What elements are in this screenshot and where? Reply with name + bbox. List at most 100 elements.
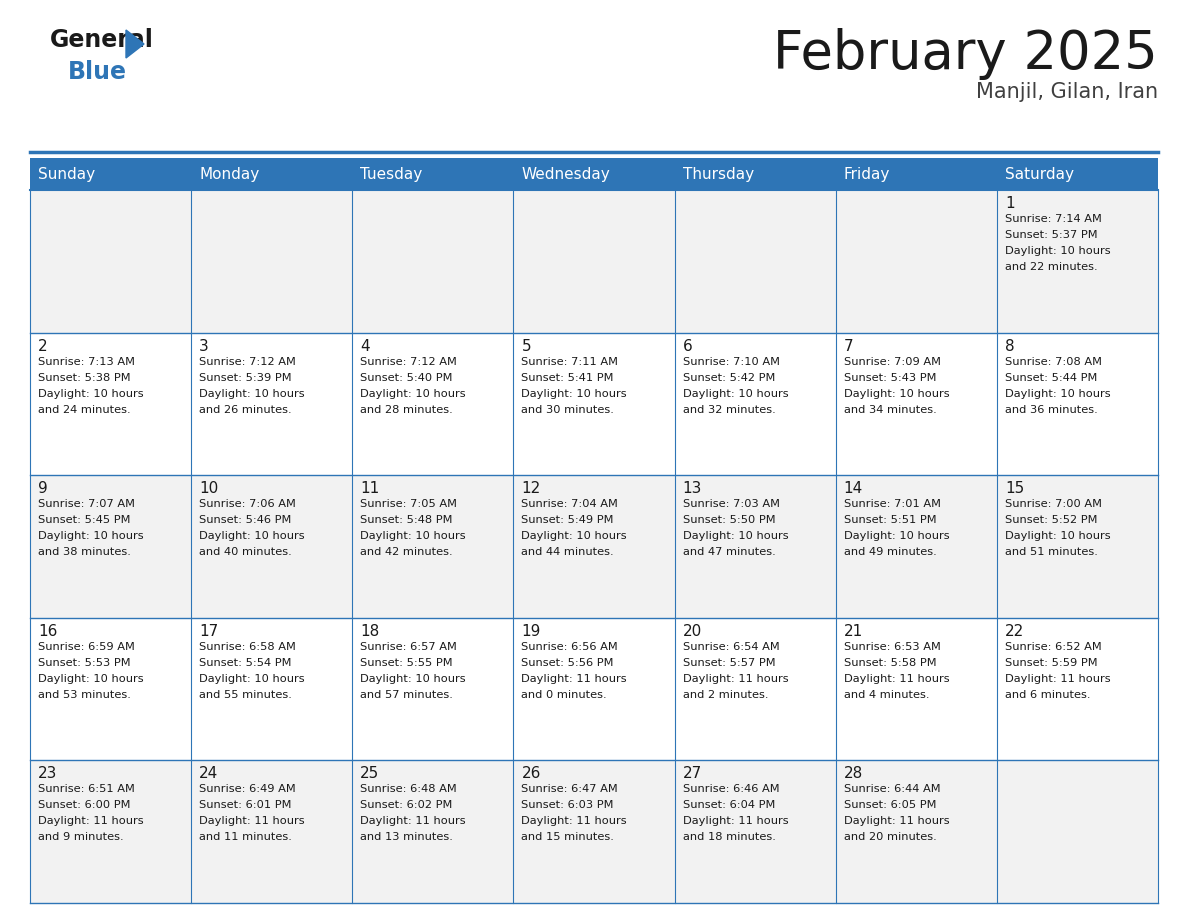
Text: 10: 10 (200, 481, 219, 497)
Bar (997, 618, 1158, 760)
Text: Sunrise: 6:47 AM: Sunrise: 6:47 AM (522, 784, 618, 794)
Polygon shape (126, 30, 144, 58)
Bar (30, 332, 191, 476)
Text: Sunrise: 7:07 AM: Sunrise: 7:07 AM (38, 499, 135, 509)
Text: and 34 minutes.: and 34 minutes. (843, 405, 936, 415)
Text: Sunrise: 7:04 AM: Sunrise: 7:04 AM (522, 499, 618, 509)
Bar (513, 158, 675, 190)
Bar (191, 476, 353, 618)
Text: and 32 minutes.: and 32 minutes. (683, 405, 776, 415)
Text: Sunrise: 6:56 AM: Sunrise: 6:56 AM (522, 642, 618, 652)
Text: Sunset: 6:03 PM: Sunset: 6:03 PM (522, 800, 614, 811)
Text: Sunrise: 6:44 AM: Sunrise: 6:44 AM (843, 784, 941, 794)
Bar (997, 332, 1158, 476)
Text: Daylight: 10 hours: Daylight: 10 hours (38, 532, 144, 542)
Text: Sunset: 6:04 PM: Sunset: 6:04 PM (683, 800, 775, 811)
Text: and 30 minutes.: and 30 minutes. (522, 405, 614, 415)
Text: and 15 minutes.: and 15 minutes. (522, 833, 614, 843)
Text: Sunset: 5:50 PM: Sunset: 5:50 PM (683, 515, 776, 525)
Bar (675, 476, 835, 618)
Text: Daylight: 10 hours: Daylight: 10 hours (1005, 246, 1111, 256)
Text: Sunrise: 7:03 AM: Sunrise: 7:03 AM (683, 499, 779, 509)
Text: 4: 4 (360, 339, 369, 353)
Text: Sunset: 6:00 PM: Sunset: 6:00 PM (38, 800, 131, 811)
Text: 21: 21 (843, 624, 862, 639)
Text: Sunset: 5:38 PM: Sunset: 5:38 PM (38, 373, 131, 383)
Text: Daylight: 11 hours: Daylight: 11 hours (522, 674, 627, 684)
Text: Sunset: 5:44 PM: Sunset: 5:44 PM (1005, 373, 1098, 383)
Text: Thursday: Thursday (683, 166, 753, 182)
Text: Sunset: 6:01 PM: Sunset: 6:01 PM (200, 800, 291, 811)
Text: 24: 24 (200, 767, 219, 781)
Text: Daylight: 10 hours: Daylight: 10 hours (200, 674, 305, 684)
Text: Sunrise: 6:51 AM: Sunrise: 6:51 AM (38, 784, 135, 794)
Text: Sunrise: 7:01 AM: Sunrise: 7:01 AM (843, 499, 941, 509)
Text: Sunrise: 6:52 AM: Sunrise: 6:52 AM (1005, 642, 1101, 652)
Text: Sunset: 5:46 PM: Sunset: 5:46 PM (200, 515, 291, 525)
Bar (353, 476, 513, 618)
Text: 3: 3 (200, 339, 209, 353)
Text: 7: 7 (843, 339, 853, 353)
Text: Wednesday: Wednesday (522, 166, 611, 182)
Text: and 38 minutes.: and 38 minutes. (38, 547, 131, 557)
Text: Daylight: 11 hours: Daylight: 11 hours (360, 816, 466, 826)
Bar (30, 618, 191, 760)
Text: Sunday: Sunday (38, 166, 95, 182)
Text: 1: 1 (1005, 196, 1015, 211)
Text: 11: 11 (360, 481, 379, 497)
Text: 13: 13 (683, 481, 702, 497)
Bar (513, 618, 675, 760)
Text: Sunset: 5:53 PM: Sunset: 5:53 PM (38, 658, 131, 667)
Text: Daylight: 10 hours: Daylight: 10 hours (360, 674, 466, 684)
Text: 8: 8 (1005, 339, 1015, 353)
Text: 28: 28 (843, 767, 862, 781)
Text: Sunrise: 7:10 AM: Sunrise: 7:10 AM (683, 356, 779, 366)
Bar (835, 618, 997, 760)
Text: Daylight: 11 hours: Daylight: 11 hours (843, 674, 949, 684)
Text: Sunset: 5:56 PM: Sunset: 5:56 PM (522, 658, 614, 667)
Text: and 24 minutes.: and 24 minutes. (38, 405, 131, 415)
Text: Daylight: 10 hours: Daylight: 10 hours (360, 532, 466, 542)
Text: Sunrise: 6:57 AM: Sunrise: 6:57 AM (360, 642, 457, 652)
Text: Sunrise: 6:53 AM: Sunrise: 6:53 AM (843, 642, 941, 652)
Bar (997, 760, 1158, 903)
Text: Daylight: 11 hours: Daylight: 11 hours (683, 816, 788, 826)
Text: Sunset: 5:41 PM: Sunset: 5:41 PM (522, 373, 614, 383)
Text: Sunrise: 6:48 AM: Sunrise: 6:48 AM (360, 784, 457, 794)
Text: and 47 minutes.: and 47 minutes. (683, 547, 776, 557)
Text: Monday: Monday (200, 166, 259, 182)
Text: 22: 22 (1005, 624, 1024, 639)
Text: and 36 minutes.: and 36 minutes. (1005, 405, 1098, 415)
Bar (353, 760, 513, 903)
Text: 26: 26 (522, 767, 541, 781)
Text: and 28 minutes.: and 28 minutes. (360, 405, 453, 415)
Bar (30, 158, 191, 190)
Text: and 11 minutes.: and 11 minutes. (200, 833, 292, 843)
Text: February 2025: February 2025 (773, 28, 1158, 80)
Text: Sunset: 6:05 PM: Sunset: 6:05 PM (843, 800, 936, 811)
Text: Daylight: 10 hours: Daylight: 10 hours (522, 532, 627, 542)
Text: Sunset: 5:51 PM: Sunset: 5:51 PM (843, 515, 936, 525)
Bar (997, 476, 1158, 618)
Text: General: General (50, 28, 154, 52)
Bar (835, 760, 997, 903)
Text: Sunrise: 6:46 AM: Sunrise: 6:46 AM (683, 784, 779, 794)
Text: Manjil, Gilan, Iran: Manjil, Gilan, Iran (975, 82, 1158, 102)
Text: Daylight: 10 hours: Daylight: 10 hours (1005, 388, 1111, 398)
Text: Sunrise: 7:06 AM: Sunrise: 7:06 AM (200, 499, 296, 509)
Text: 25: 25 (360, 767, 379, 781)
Text: 15: 15 (1005, 481, 1024, 497)
Bar (513, 332, 675, 476)
Text: Sunset: 5:48 PM: Sunset: 5:48 PM (360, 515, 453, 525)
Text: Sunrise: 6:58 AM: Sunrise: 6:58 AM (200, 642, 296, 652)
Text: 14: 14 (843, 481, 862, 497)
Text: 16: 16 (38, 624, 57, 639)
Text: 19: 19 (522, 624, 541, 639)
Bar (353, 618, 513, 760)
Text: Tuesday: Tuesday (360, 166, 423, 182)
Text: Daylight: 11 hours: Daylight: 11 hours (683, 674, 788, 684)
Text: Sunrise: 7:11 AM: Sunrise: 7:11 AM (522, 356, 619, 366)
Bar (191, 190, 353, 332)
Text: Daylight: 10 hours: Daylight: 10 hours (1005, 532, 1111, 542)
Bar (835, 158, 997, 190)
